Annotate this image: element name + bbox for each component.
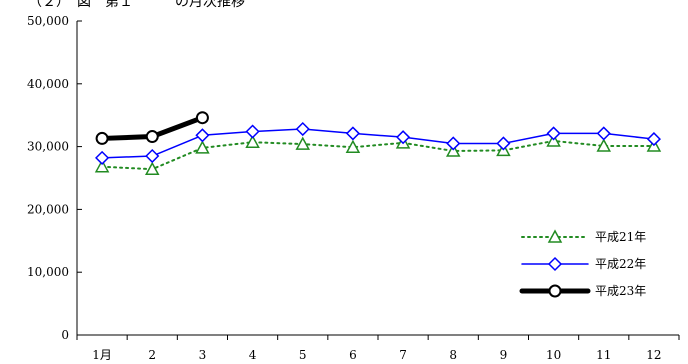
data-point (596, 126, 611, 141)
series-1 (94, 133, 662, 175)
data-point (496, 136, 511, 151)
series-3 (95, 111, 209, 145)
data-point (295, 136, 311, 150)
legend-marker (548, 284, 562, 298)
data-point (646, 132, 661, 147)
y-tick-label: 50,000 (27, 14, 69, 28)
data-point (345, 139, 361, 153)
legend-label: 平成21年 (595, 230, 646, 244)
x-tick-label: 6 (349, 348, 357, 362)
x-tick-label: 4 (249, 348, 257, 362)
legend-label: 平成22年 (595, 257, 646, 271)
x-tick-label: 3 (199, 348, 207, 362)
legend-label: 平成23年 (595, 284, 646, 298)
data-point (446, 136, 461, 151)
data-point (195, 128, 210, 143)
x-tick-label: 11 (596, 348, 611, 362)
data-point (546, 126, 561, 141)
data-point (195, 111, 209, 125)
series-line (101, 128, 655, 159)
x-tick-label: 10 (546, 348, 561, 362)
data-point (145, 130, 159, 144)
legend-marker (547, 229, 563, 243)
x-tick-label: 7 (399, 348, 407, 362)
axes: 0 10,000 20,000 30,000 40,000 50,000 1月 2 3 4 5 6 7 8… (27, 14, 680, 362)
x-tick-label: 5 (299, 348, 307, 362)
y-tick-label: 30,000 (27, 140, 69, 154)
x-tick-label: 12 (646, 348, 661, 362)
series-layer (94, 111, 662, 175)
series-line (101, 139, 655, 171)
data-point (95, 131, 109, 145)
data-point (95, 150, 110, 165)
data-point (245, 134, 260, 148)
chart-title: （２） 図 第１ の月次推移 (28, 0, 245, 10)
y-tick-label: 10,000 (27, 265, 69, 279)
data-point (396, 130, 411, 145)
legend-marker (547, 256, 563, 272)
data-point (245, 124, 260, 139)
data-point (144, 161, 160, 175)
x-tick-label: 2 (148, 348, 156, 362)
data-point (195, 140, 210, 154)
data-point (345, 126, 360, 141)
data-point (94, 159, 110, 173)
x-tick-label: 9 (500, 348, 508, 362)
data-point (295, 121, 310, 137)
x-tick-label: 1月 (92, 348, 112, 362)
y-tick-label: 20,000 (27, 202, 69, 216)
series-2 (95, 121, 661, 165)
data-point (145, 148, 160, 164)
x-tick-label: 8 (449, 348, 457, 362)
data-point (596, 138, 612, 152)
y-tick-label: 0 (61, 328, 69, 342)
y-tick-label: 40,000 (27, 77, 69, 91)
